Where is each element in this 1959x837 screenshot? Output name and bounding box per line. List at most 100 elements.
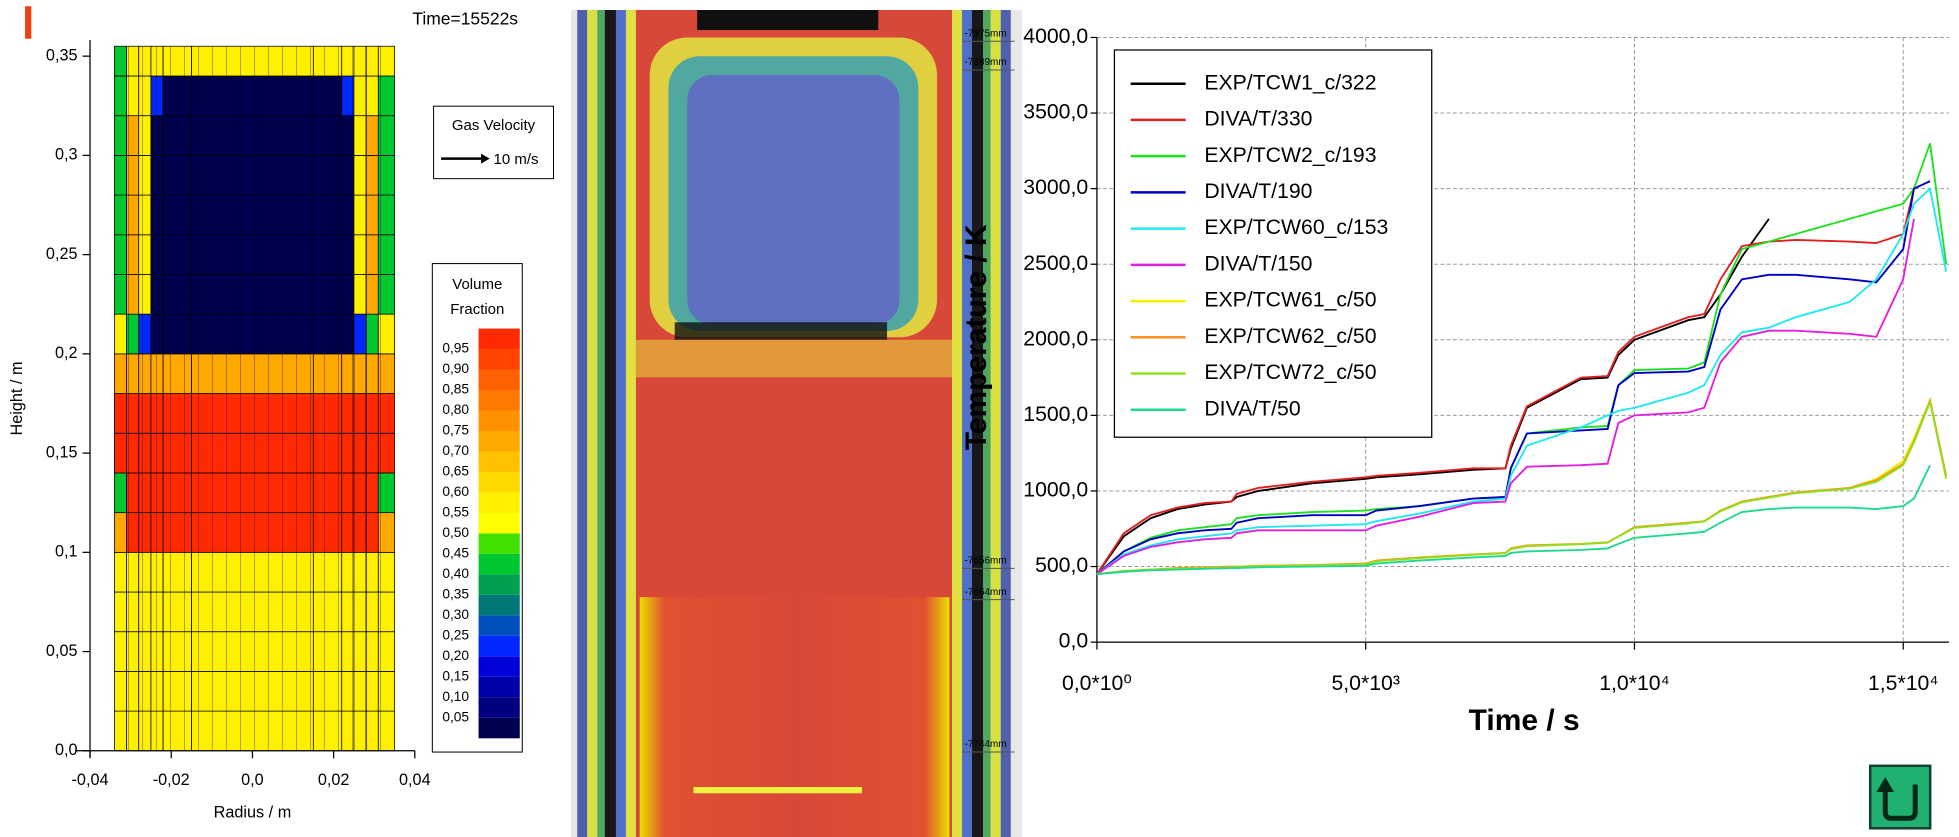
colorbar-band (478, 615, 520, 636)
cell (312, 115, 343, 156)
cell (191, 234, 314, 275)
y-tick-label: 500,0 (1035, 554, 1088, 577)
series-line (1096, 180, 1931, 575)
x-tick-label: 0,0*10⁰ (1062, 672, 1132, 695)
cell (191, 353, 314, 394)
cell (341, 234, 355, 275)
cell (162, 274, 192, 315)
colorbar-band (478, 594, 520, 616)
colorbar-band (478, 676, 520, 698)
cell (138, 194, 152, 236)
cell (191, 274, 314, 315)
colorbar-label: 0,60 (442, 484, 469, 499)
cell (114, 353, 127, 394)
cell (353, 45, 367, 77)
colorbar-band (478, 451, 520, 472)
series-line (1096, 464, 1931, 576)
cell (365, 512, 379, 553)
cell (162, 710, 192, 752)
cell (312, 512, 343, 553)
colorbar-band (478, 390, 520, 411)
x-axis-label: Time / s (1469, 704, 1580, 737)
cell (191, 591, 314, 633)
cell (138, 472, 152, 514)
cell (138, 710, 152, 752)
cell (162, 671, 192, 712)
cell (377, 45, 395, 77)
colorbar-band (478, 635, 520, 657)
cell (312, 75, 343, 117)
x-tick-label: -0,04 (72, 771, 109, 789)
colorbar-label: 0,80 (442, 402, 469, 417)
legend-label: DIVA/T/150 (1204, 252, 1312, 275)
cell (365, 591, 379, 633)
cell (138, 274, 152, 315)
cell (162, 75, 192, 117)
cell (365, 472, 379, 514)
photo-strip (625, 9, 636, 837)
cell (312, 631, 343, 672)
cell (312, 45, 343, 77)
cell (341, 75, 355, 117)
cell (138, 155, 152, 196)
cell (114, 274, 127, 315)
cell (365, 45, 379, 77)
accent-bar (25, 6, 32, 39)
cell (365, 710, 379, 752)
button-icon[interactable] (1876, 777, 1894, 793)
cell (162, 631, 192, 672)
back-button[interactable] (1868, 764, 1932, 830)
cell (162, 432, 192, 474)
cell (150, 512, 164, 553)
button-icon[interactable] (1882, 784, 1918, 821)
cell (150, 194, 164, 236)
cell (138, 353, 152, 394)
cell (162, 313, 192, 355)
colorbar-band (478, 430, 520, 452)
colorbar-label: 0,70 (442, 443, 469, 458)
cell (138, 45, 152, 77)
cell (353, 671, 367, 712)
colorbar-label: 0,90 (442, 361, 469, 376)
cell (341, 274, 355, 315)
cell (312, 393, 343, 434)
y-tick-label: 3000,0 (1023, 176, 1088, 199)
cell (341, 512, 355, 553)
colorbar-title: Fraction (450, 301, 504, 318)
cell (341, 115, 355, 156)
photo-strip (1000, 9, 1011, 837)
legend-label: DIVA/T/330 (1204, 108, 1312, 131)
colorbar-label: 0,85 (442, 382, 469, 397)
cell (191, 115, 314, 156)
colorbar-band (478, 574, 520, 595)
cell (365, 274, 379, 315)
cell (162, 472, 192, 514)
cell (353, 234, 367, 275)
cell (150, 274, 164, 315)
colorbar-label: 0,45 (442, 546, 469, 561)
cell (138, 432, 152, 474)
cell (353, 631, 367, 672)
cell (150, 472, 164, 514)
photo-strip (587, 9, 598, 837)
cell (341, 45, 355, 77)
y-tick-label: 0,2 (55, 344, 78, 362)
photo-line (693, 787, 863, 794)
cell (191, 432, 314, 474)
cell (138, 591, 152, 633)
cell (162, 155, 192, 196)
photo-label: -7656mm (965, 556, 1007, 567)
colorbar-band (478, 553, 520, 575)
legend-label: DIVA/T/50 (1204, 397, 1300, 420)
cell (114, 472, 127, 514)
cell (150, 155, 164, 196)
legend-label: DIVA/T/190 (1204, 180, 1312, 203)
cell (353, 551, 367, 593)
cell (312, 313, 343, 355)
series-line (1096, 186, 1948, 575)
cell (353, 393, 367, 434)
colorbar-band (478, 369, 520, 391)
y-tick-label: 0,1 (55, 543, 78, 561)
cell (341, 671, 355, 712)
cell (312, 710, 343, 752)
